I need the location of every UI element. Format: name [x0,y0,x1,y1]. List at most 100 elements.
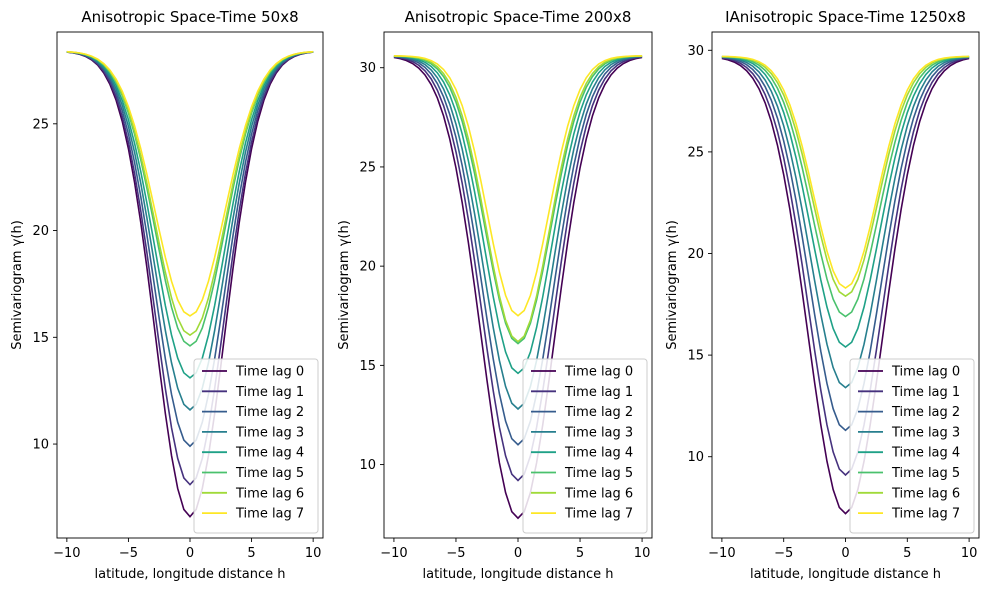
series-line-6 [66,50,314,337]
y-axis-label: Semivariogram γ(h) [665,220,680,350]
series-line-7 [393,55,643,317]
series-line-6 [721,55,970,298]
x-tick-label: −10 [53,546,80,561]
legend-label-0: Time lag 0 [891,365,960,380]
legend-label-7: Time lag 7 [235,507,304,522]
legend: Time lag 0 Time lag 1 Time lag 2 Time lag 3… [193,358,319,534]
x-tick-label: 0 [514,546,522,561]
series-line-6 [393,55,643,343]
x-axis-label: latitude, longitude distance h [423,567,614,582]
y-tick-label: 20 [32,224,49,239]
series-line-1 [393,56,643,482]
legend-label-0: Time lag 0 [564,365,633,380]
legend-label-4: Time lag 4 [564,446,633,461]
subplot-title: Anisotropic Space-Time 50x8 [81,8,298,26]
subplot-title: IAnisotropic Space-Time 1250x8 [725,8,966,26]
x-tick-label: −5 [119,546,138,561]
series-line-7 [721,55,970,290]
legend-label-5: Time lag 5 [891,466,960,481]
series-line-3 [66,51,314,411]
legend-label-3: Time lag 3 [564,425,633,440]
x-axis-label: latitude, longitude distance h [750,567,941,582]
series-line-3 [721,56,970,389]
legend-label-7: Time lag 7 [564,507,633,522]
legend-label-6: Time lag 6 [564,486,633,501]
series-line-0 [66,51,314,518]
legend-label-2: Time lag 2 [564,405,633,420]
legend-label-1: Time lag 1 [891,385,960,400]
y-tick-label: 30 [359,61,376,76]
series-line-0 [721,57,970,515]
legend-label-7: Time lag 7 [891,507,960,522]
series-line-3 [393,55,643,411]
y-tick-label: 10 [687,450,704,465]
legend-label-3: Time lag 3 [235,425,304,440]
series-lines [393,55,643,520]
y-tick-label: 15 [359,359,376,374]
series-line-1 [721,57,970,477]
legend-label-6: Time lag 6 [891,486,960,501]
legend-label-6: Time lag 6 [235,486,304,501]
x-axis-label: latitude, longitude distance h [95,567,286,582]
series-line-5 [393,55,643,345]
series-lines [66,50,314,518]
series-line-2 [721,56,970,432]
legend-label-3: Time lag 3 [891,425,960,440]
series-line-4 [393,55,643,375]
y-tick-label: 20 [359,260,376,275]
x-tick-label: −10 [380,546,407,561]
y-tick-label: 25 [32,117,49,132]
x-tick-label: −10 [708,546,735,561]
x-tick-label: −5 [446,546,465,561]
x-tick-label: 5 [903,546,911,561]
y-axis-label: Semivariogram γ(h) [337,220,352,350]
legend-label-5: Time lag 5 [564,466,633,481]
legend-label-4: Time lag 4 [891,446,960,461]
y-tick-label: 20 [687,247,704,262]
series-line-5 [721,55,970,318]
y-tick-label: 25 [687,145,704,160]
legend-box [193,358,319,534]
y-tick-label: 30 [687,44,704,59]
x-tick-label: −5 [774,546,793,561]
legend-label-1: Time lag 1 [564,385,633,400]
series-line-0 [393,56,643,520]
legend-label-2: Time lag 2 [235,405,304,420]
series-line-2 [393,55,643,446]
y-tick-label: 15 [32,331,49,346]
x-tick-label: 10 [634,546,651,561]
x-tick-label: 5 [576,546,584,561]
x-tick-label: 10 [961,546,978,561]
series-line-2 [66,51,314,448]
subplot-title: Anisotropic Space-Time 200x8 [405,8,632,26]
legend-label-1: Time lag 1 [235,385,304,400]
legend-box [849,358,975,534]
legend-box [522,358,648,534]
subplot-1: −10 −5 0 5 10 10 15 20 25 Anisotropic Space-Time … [10,8,324,582]
legend: Time lag 0 Time lag 1 Time lag 2 Time lag 3… [849,358,975,534]
series-line-4 [66,51,314,379]
y-tick-label: 25 [359,160,376,175]
y-axis-label: Semivariogram γ(h) [10,220,25,350]
series-line-5 [66,50,314,347]
subplot-2: −10 −5 0 5 10 10 15 20 25 30 Anisotropic Space-Tim… [337,8,653,582]
series-lines [721,55,970,515]
x-tick-label: 10 [305,546,322,561]
legend-label-2: Time lag 2 [891,405,960,420]
legend-label-0: Time lag 0 [235,365,304,380]
legend-label-5: Time lag 5 [235,466,304,481]
x-tick-label: 0 [841,546,849,561]
y-tick-label: 10 [359,458,376,473]
series-line-4 [721,55,970,348]
x-tick-label: 5 [247,546,255,561]
series-line-7 [66,50,314,317]
y-tick-label: 15 [687,349,704,364]
subplot-3: −10 −5 0 5 10 10 15 20 25 30 IAnisotropic Space-Ti… [665,8,980,582]
series-line-1 [66,51,314,486]
y-tick-label: 10 [32,438,49,453]
x-tick-label: 0 [186,546,194,561]
legend-label-4: Time lag 4 [235,446,304,461]
legend: Time lag 0 Time lag 1 Time lag 2 Time lag 3… [522,358,648,534]
